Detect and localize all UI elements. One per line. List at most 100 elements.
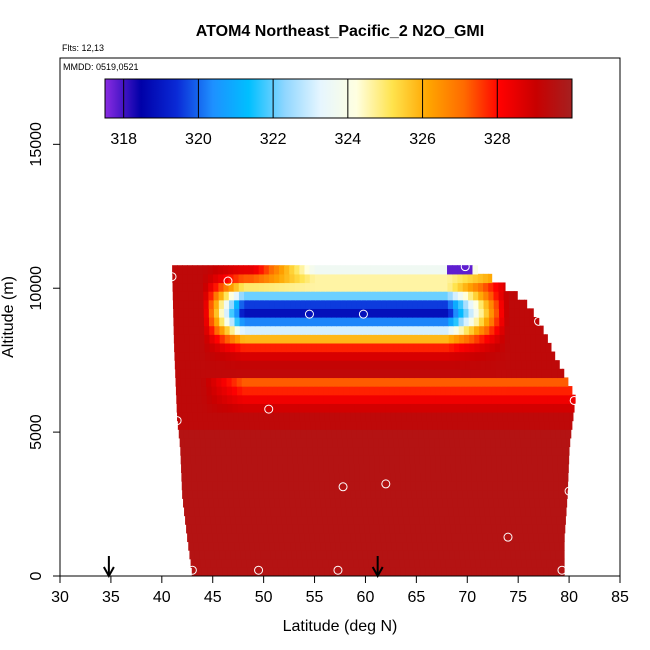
curtain-cell — [391, 291, 398, 301]
curtain-cell — [475, 515, 481, 525]
curtain-cell — [505, 437, 512, 448]
curtain-cell — [370, 265, 377, 275]
curtain-cell — [439, 368, 446, 379]
curtain-cell — [329, 472, 335, 482]
curtain-cell — [341, 334, 348, 344]
curtain-cell — [401, 265, 407, 275]
curtain-cell — [417, 308, 424, 318]
curtain-cell — [486, 524, 493, 534]
curtain-cell — [300, 498, 306, 508]
curtain-cell — [541, 515, 548, 525]
curtain-cell — [223, 291, 230, 301]
curtain-cell — [472, 489, 478, 499]
curtain-cell — [427, 541, 434, 551]
curtain-cell — [283, 567, 290, 576]
curtain-cell — [262, 394, 269, 404]
curtain-cell — [562, 386, 569, 396]
curtain-cell — [247, 472, 254, 482]
curtain-cell — [252, 463, 259, 473]
curtain-cell — [484, 325, 490, 335]
curtain-cell — [454, 515, 461, 525]
curtain-cell — [522, 463, 528, 473]
curtain-cell — [506, 463, 513, 473]
curtain-cell — [511, 524, 518, 534]
curtain-cell — [376, 299, 383, 309]
curtain-cell — [560, 429, 567, 439]
curtain-cell — [425, 386, 432, 396]
curtain-cell — [413, 506, 419, 517]
curtain-cell — [244, 325, 251, 335]
curtain-cell — [473, 291, 479, 301]
curtain-cell — [435, 386, 442, 396]
curtain-cell — [284, 541, 291, 551]
curtain-cell — [272, 455, 279, 465]
curtain-cell — [353, 558, 360, 568]
curtain-cell — [211, 472, 218, 482]
curtain-cell — [372, 334, 379, 344]
curtain-cell — [284, 282, 291, 292]
curtain-cell — [358, 368, 365, 379]
curtain-cell — [478, 317, 485, 327]
curtain-cell — [390, 403, 397, 413]
curtain-cell — [557, 455, 564, 465]
curtain-cell — [517, 403, 524, 413]
curtain-cell — [364, 386, 370, 396]
curtain-cell — [225, 550, 231, 560]
curtain-cell — [453, 317, 460, 327]
curtain-cell — [258, 273, 265, 284]
curtain-cell — [455, 386, 462, 396]
curtain-cell — [346, 334, 353, 344]
curtain-cell — [536, 446, 543, 456]
curtain-cell — [294, 489, 300, 499]
curtain-cell — [257, 524, 264, 534]
curtain-cell — [542, 524, 549, 534]
curtain-cell — [557, 377, 564, 387]
curtain-cell — [403, 515, 410, 525]
curtain-cell — [219, 342, 226, 353]
curtain-cell — [288, 567, 295, 576]
curtain-cell — [519, 317, 526, 327]
curtain-cell — [395, 472, 401, 482]
curtain-cell — [333, 558, 339, 568]
curtain-cell — [546, 446, 553, 456]
curtain-cell — [365, 411, 372, 422]
curtain-cell — [418, 334, 424, 344]
curtain-cell — [422, 498, 428, 508]
curtain-cell — [526, 558, 533, 568]
curtain-cell — [541, 351, 547, 361]
curtain-cell — [319, 567, 325, 576]
curtain-cell — [198, 420, 204, 430]
curtain-cell — [177, 273, 184, 284]
curtain-cell — [354, 567, 361, 576]
curtain-cell — [317, 558, 324, 568]
curtain-cell — [414, 455, 421, 465]
curtain-cell — [439, 351, 445, 361]
curtain-cell — [181, 481, 188, 491]
curtain-cell — [206, 463, 213, 473]
curtain-cell — [569, 411, 574, 422]
curtain-cell — [266, 360, 273, 370]
curtain-cell — [292, 524, 299, 534]
curtain-cell — [413, 437, 420, 448]
curtain-cell — [437, 308, 444, 318]
curtain-cell — [234, 299, 240, 309]
curtain-cell — [315, 308, 322, 318]
curtain-cell — [224, 334, 231, 344]
curtain-cell — [536, 437, 542, 448]
curtain-cell — [285, 325, 292, 335]
curtain-cell — [212, 489, 219, 499]
curtain-cell — [490, 360, 497, 370]
curtain-cell — [287, 377, 294, 387]
curtain-cell — [277, 368, 283, 379]
curtain-cell — [371, 317, 378, 327]
colorbar-tick-label: 328 — [484, 131, 511, 148]
curtain-cell — [404, 368, 410, 379]
curtain-cell — [469, 437, 476, 448]
curtain-cell — [452, 541, 459, 551]
curtain-cell — [509, 308, 515, 318]
curtain-cell — [298, 403, 305, 413]
curtain-cell — [483, 420, 489, 430]
curtain-cell — [201, 386, 208, 396]
curtain-cell — [252, 394, 259, 404]
curtain-cell — [308, 394, 315, 404]
